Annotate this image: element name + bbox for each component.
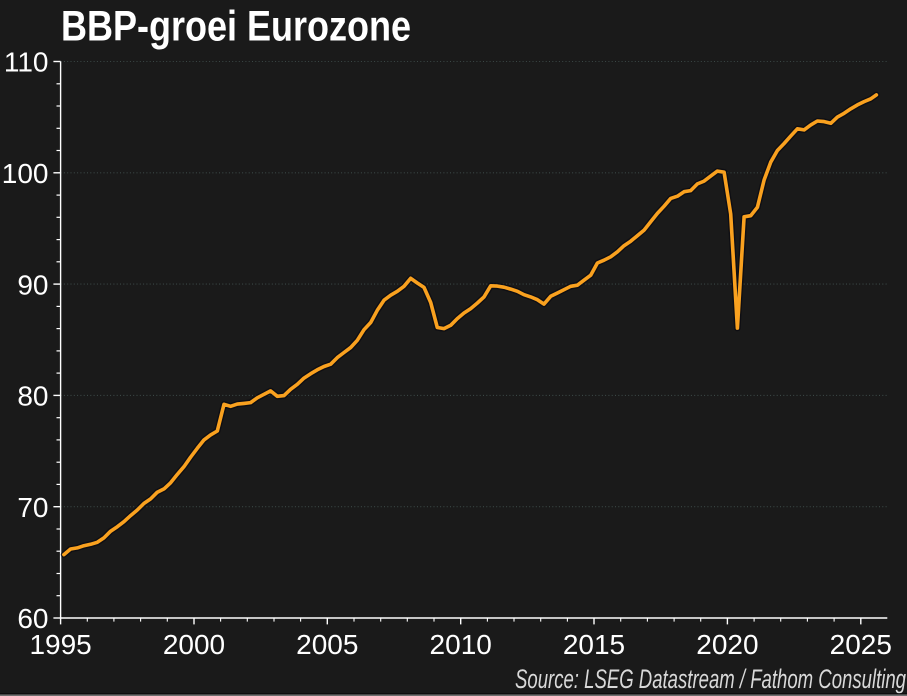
svg-text:Source: LSEG Datastream / Fath: Source: LSEG Datastream / Fathom Consult… xyxy=(515,664,906,694)
svg-text:80: 80 xyxy=(17,381,48,412)
svg-text:70: 70 xyxy=(17,492,48,523)
svg-text:1995: 1995 xyxy=(29,629,91,660)
svg-text:2015: 2015 xyxy=(563,629,625,660)
svg-text:100: 100 xyxy=(2,158,49,189)
svg-text:110: 110 xyxy=(4,47,49,78)
svg-text:BBP-groei Eurozone: BBP-groei Eurozone xyxy=(61,2,411,50)
svg-text:2000: 2000 xyxy=(163,629,225,660)
svg-text:2020: 2020 xyxy=(696,629,758,660)
svg-text:2010: 2010 xyxy=(430,629,492,660)
svg-text:2025: 2025 xyxy=(830,629,892,660)
svg-text:60: 60 xyxy=(17,603,48,634)
svg-text:2005: 2005 xyxy=(296,629,358,660)
svg-text:90: 90 xyxy=(17,269,48,300)
